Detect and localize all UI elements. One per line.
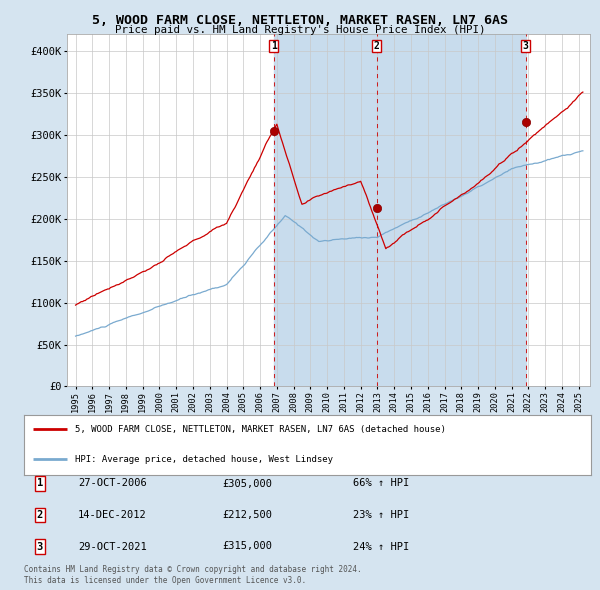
Text: 2: 2 [374, 41, 380, 51]
Text: 5, WOOD FARM CLOSE, NETTLETON, MARKET RASEN, LN7 6AS: 5, WOOD FARM CLOSE, NETTLETON, MARKET RA… [92, 14, 508, 27]
Text: 14-DEC-2012: 14-DEC-2012 [78, 510, 146, 520]
Text: Price paid vs. HM Land Registry's House Price Index (HPI): Price paid vs. HM Land Registry's House … [115, 25, 485, 35]
Text: HPI: Average price, detached house, West Lindsey: HPI: Average price, detached house, West… [75, 455, 333, 464]
Text: 3: 3 [523, 41, 529, 51]
Text: 27-OCT-2006: 27-OCT-2006 [78, 478, 146, 489]
Text: £315,000: £315,000 [223, 542, 272, 552]
Text: 3: 3 [37, 542, 43, 552]
Text: 23% ↑ HPI: 23% ↑ HPI [353, 510, 409, 520]
Bar [274, 34, 526, 386]
Text: Contains HM Land Registry data © Crown copyright and database right 2024.: Contains HM Land Registry data © Crown c… [24, 565, 362, 574]
Text: 24% ↑ HPI: 24% ↑ HPI [353, 542, 409, 552]
Text: 2: 2 [37, 510, 43, 520]
Text: £212,500: £212,500 [223, 510, 272, 520]
Text: 1: 1 [37, 478, 43, 489]
Text: This data is licensed under the Open Government Licence v3.0.: This data is licensed under the Open Gov… [24, 576, 306, 585]
Text: £305,000: £305,000 [223, 478, 272, 489]
Text: 5, WOOD FARM CLOSE, NETTLETON, MARKET RASEN, LN7 6AS (detached house): 5, WOOD FARM CLOSE, NETTLETON, MARKET RA… [75, 425, 446, 434]
Text: 1: 1 [271, 41, 277, 51]
Text: 66% ↑ HPI: 66% ↑ HPI [353, 478, 409, 489]
Text: 29-OCT-2021: 29-OCT-2021 [78, 542, 146, 552]
